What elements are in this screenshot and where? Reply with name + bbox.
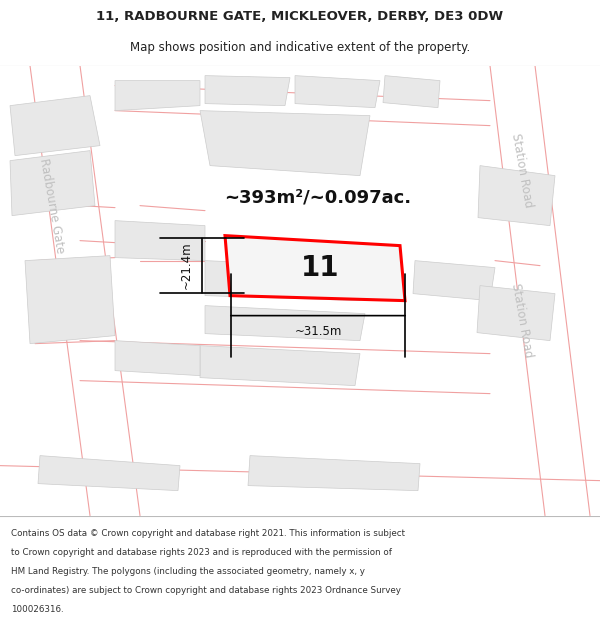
Polygon shape bbox=[413, 261, 495, 301]
Polygon shape bbox=[115, 221, 205, 261]
Polygon shape bbox=[477, 286, 555, 341]
Text: to Crown copyright and database rights 2023 and is reproduced with the permissio: to Crown copyright and database rights 2… bbox=[11, 548, 392, 557]
Text: Station Road: Station Road bbox=[509, 282, 535, 359]
Polygon shape bbox=[295, 76, 380, 108]
Text: co-ordinates) are subject to Crown copyright and database rights 2023 Ordnance S: co-ordinates) are subject to Crown copyr… bbox=[11, 586, 401, 595]
Polygon shape bbox=[200, 346, 360, 386]
Text: ~21.4m: ~21.4m bbox=[179, 242, 193, 289]
Polygon shape bbox=[115, 341, 200, 376]
Polygon shape bbox=[205, 261, 365, 301]
Text: 11, RADBOURNE GATE, MICKLEOVER, DERBY, DE3 0DW: 11, RADBOURNE GATE, MICKLEOVER, DERBY, D… bbox=[97, 10, 503, 23]
Text: ~393m²/~0.097ac.: ~393m²/~0.097ac. bbox=[224, 189, 412, 207]
Text: ~31.5m: ~31.5m bbox=[295, 325, 341, 338]
Polygon shape bbox=[205, 76, 290, 106]
Polygon shape bbox=[10, 151, 95, 216]
Polygon shape bbox=[200, 111, 370, 176]
Polygon shape bbox=[205, 306, 365, 341]
Polygon shape bbox=[248, 456, 420, 491]
Text: 11: 11 bbox=[301, 254, 339, 282]
Polygon shape bbox=[225, 236, 405, 301]
Polygon shape bbox=[383, 76, 440, 108]
Text: Contains OS data © Crown copyright and database right 2021. This information is : Contains OS data © Crown copyright and d… bbox=[11, 529, 405, 538]
Polygon shape bbox=[10, 96, 100, 156]
Text: Map shows position and indicative extent of the property.: Map shows position and indicative extent… bbox=[130, 41, 470, 54]
Text: Station Road: Station Road bbox=[509, 132, 535, 209]
Polygon shape bbox=[478, 166, 555, 226]
Polygon shape bbox=[115, 81, 200, 111]
Polygon shape bbox=[25, 256, 115, 344]
Text: HM Land Registry. The polygons (including the associated geometry, namely x, y: HM Land Registry. The polygons (includin… bbox=[11, 567, 365, 576]
Polygon shape bbox=[38, 456, 180, 491]
Text: 100026316.: 100026316. bbox=[11, 605, 64, 614]
Text: Radbourne Gate: Radbourne Gate bbox=[37, 157, 67, 254]
